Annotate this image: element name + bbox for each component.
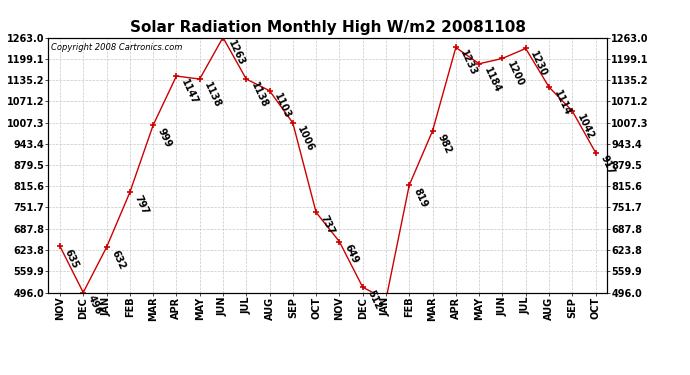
Text: 1147: 1147 xyxy=(179,78,199,106)
Text: 496: 496 xyxy=(86,294,104,316)
Text: 1138: 1138 xyxy=(202,81,223,109)
Text: 819: 819 xyxy=(412,186,430,209)
Text: 635: 635 xyxy=(63,248,80,270)
Text: 1138: 1138 xyxy=(249,81,270,109)
Text: 1200: 1200 xyxy=(505,60,526,88)
Text: 1042: 1042 xyxy=(575,112,595,141)
Text: 917: 917 xyxy=(598,154,616,177)
Text: 1233: 1233 xyxy=(459,49,479,78)
Text: 1263: 1263 xyxy=(226,39,246,68)
Text: 982: 982 xyxy=(435,132,453,155)
Text: 1006: 1006 xyxy=(295,124,316,153)
Title: Solar Radiation Monthly High W/m2 20081108: Solar Radiation Monthly High W/m2 200811… xyxy=(130,20,526,35)
Text: Copyright 2008 Cartronics.com: Copyright 2008 Cartronics.com xyxy=(51,43,182,52)
Text: 1184: 1184 xyxy=(482,65,502,94)
Text: 512: 512 xyxy=(366,289,383,311)
Text: 632: 632 xyxy=(109,249,127,271)
Text: 475: 475 xyxy=(0,374,1,375)
Text: 737: 737 xyxy=(319,214,337,236)
Text: 999: 999 xyxy=(156,127,173,149)
Text: 797: 797 xyxy=(132,194,150,216)
Text: 1230: 1230 xyxy=(529,50,549,78)
Text: 1114: 1114 xyxy=(552,88,572,117)
Text: 649: 649 xyxy=(342,243,359,266)
Text: 1103: 1103 xyxy=(273,92,293,121)
